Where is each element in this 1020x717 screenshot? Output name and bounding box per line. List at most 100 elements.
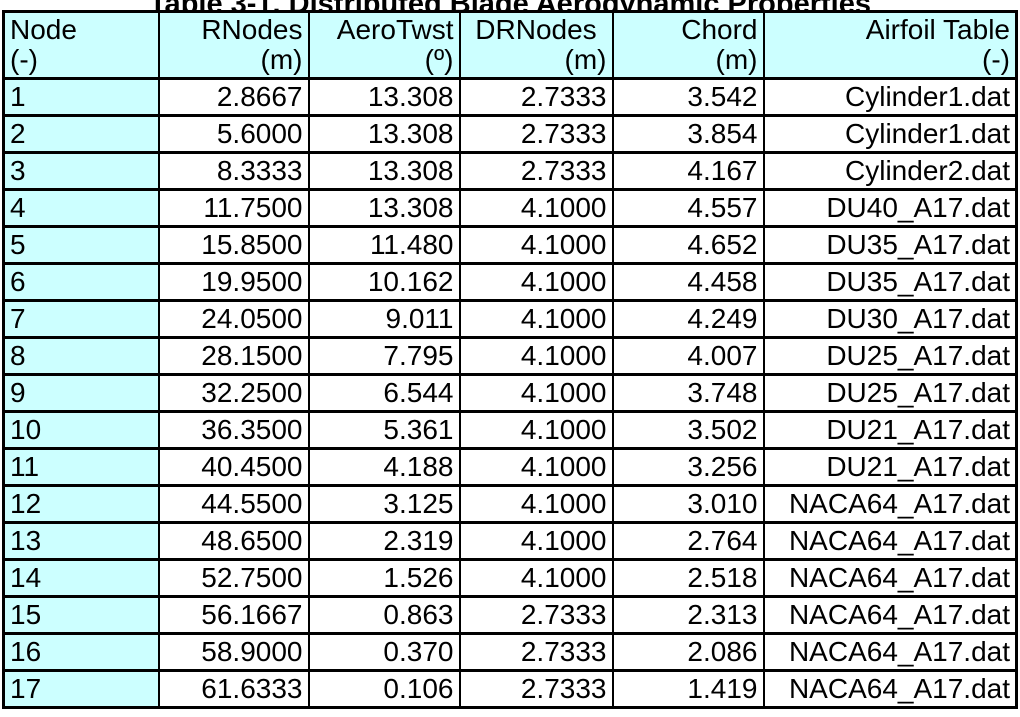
cell-rnodes: 28.1500: [157, 336, 310, 376]
cell-rnodes: 24.0500: [157, 299, 310, 339]
cell-airfoil-table: NACA64_A17.dat: [762, 484, 1018, 524]
cell-airfoil-table: NACA64_A17.dat: [762, 595, 1018, 635]
table-row: 13 48.6500 2.319 4.1000 2.764 NACA64_A17…: [2, 521, 1018, 561]
cell-rnodes: 11.7500: [157, 188, 310, 228]
cell-rnodes: 36.3500: [157, 410, 310, 450]
cell-aerotwst: 3.125: [307, 484, 461, 524]
cell-node: 12: [2, 484, 160, 524]
cell-node: 8: [2, 336, 160, 376]
cell-node: 13: [2, 521, 160, 561]
table-row: 17 61.6333 0.106 2.7333 1.419 NACA64_A17…: [2, 669, 1018, 709]
col-header-chord-unit: (m): [715, 44, 758, 75]
cell-drnodes: 4.1000: [458, 447, 614, 487]
cell-drnodes: 4.1000: [458, 484, 614, 524]
cell-chord: 3.010: [611, 484, 765, 524]
cell-airfoil-table: Cylinder1.dat: [762, 114, 1018, 154]
col-header-node-label: Node: [10, 14, 77, 45]
cell-chord: 4.249: [611, 299, 765, 339]
cell-drnodes: 4.1000: [458, 188, 614, 228]
cell-node: 9: [2, 373, 160, 413]
cell-aerotwst: 13.308: [307, 77, 461, 117]
cell-aerotwst: 1.526: [307, 558, 461, 598]
cell-node: 11: [2, 447, 160, 487]
cell-chord: 4.458: [611, 262, 765, 302]
cell-node: 15: [2, 595, 160, 635]
cell-airfoil-table: Cylinder1.dat: [762, 77, 1018, 117]
cell-node: 7: [2, 299, 160, 339]
col-header-airfoil-table-unit: (-): [982, 44, 1010, 75]
col-header-drnodes: DRNodes (m): [458, 10, 614, 80]
cell-aerotwst: 5.361: [307, 410, 461, 450]
table-row: 9 32.2500 6.544 4.1000 3.748 DU25_A17.da…: [2, 373, 1018, 413]
table-title-clipped: Table 3-1. Distributed Blade Aerodynamic…: [0, 0, 1020, 11]
col-header-chord-label: Chord: [681, 14, 758, 45]
cell-chord: 2.764: [611, 521, 765, 561]
cell-chord: 3.748: [611, 373, 765, 413]
cell-drnodes: 2.7333: [458, 595, 614, 635]
table-body: 1 2.8667 13.308 2.7333 3.542 Cylinder1.d…: [2, 77, 1018, 709]
cell-drnodes: 4.1000: [458, 299, 614, 339]
table-row: 2 5.6000 13.308 2.7333 3.854 Cylinder1.d…: [2, 114, 1018, 154]
col-header-aerotwst-unit: (º): [424, 44, 454, 75]
cell-rnodes: 15.8500: [157, 225, 310, 265]
table-row: 4 11.7500 13.308 4.1000 4.557 DU40_A17.d…: [2, 188, 1018, 228]
table-row: 15 56.1667 0.863 2.7333 2.313 NACA64_A17…: [2, 595, 1018, 635]
cell-drnodes: 4.1000: [458, 410, 614, 450]
cell-chord: 4.652: [611, 225, 765, 265]
table-row: 5 15.8500 11.480 4.1000 4.652 DU35_A17.d…: [2, 225, 1018, 265]
cell-chord: 2.518: [611, 558, 765, 598]
cell-airfoil-table: DU25_A17.dat: [762, 336, 1018, 376]
cell-chord: 4.557: [611, 188, 765, 228]
cell-chord: 3.854: [611, 114, 765, 154]
table-header: Node (-) RNodes (m) AeroTwst (º) DRNodes…: [2, 10, 1018, 80]
cell-rnodes: 5.6000: [157, 114, 310, 154]
cell-aerotwst: 0.863: [307, 595, 461, 635]
header-row: Node (-) RNodes (m) AeroTwst (º) DRNodes…: [2, 10, 1018, 80]
cell-rnodes: 58.9000: [157, 632, 310, 672]
cell-airfoil-table: DU35_A17.dat: [762, 225, 1018, 265]
col-header-rnodes-label: RNodes: [201, 14, 303, 45]
cell-node: 4: [2, 188, 160, 228]
cell-chord: 3.256: [611, 447, 765, 487]
cell-drnodes: 4.1000: [458, 336, 614, 376]
cell-node: 6: [2, 262, 160, 302]
cell-node: 2: [2, 114, 160, 154]
col-header-aerotwst: AeroTwst (º): [307, 10, 461, 80]
cell-aerotwst: 10.162: [307, 262, 461, 302]
cell-rnodes: 40.4500: [157, 447, 310, 487]
cell-rnodes: 52.7500: [157, 558, 310, 598]
cell-aerotwst: 11.480: [307, 225, 461, 265]
cell-aerotwst: 13.308: [307, 114, 461, 154]
cell-drnodes: 4.1000: [458, 521, 614, 561]
cell-airfoil-table: DU25_A17.dat: [762, 373, 1018, 413]
cell-drnodes: 4.1000: [458, 373, 614, 413]
cell-drnodes: 4.1000: [458, 262, 614, 302]
cell-rnodes: 44.5500: [157, 484, 310, 524]
col-header-rnodes-unit: (m): [260, 44, 303, 75]
cell-drnodes: 2.7333: [458, 114, 614, 154]
cell-node: 3: [2, 151, 160, 191]
cell-aerotwst: 7.795: [307, 336, 461, 376]
cell-drnodes: 2.7333: [458, 151, 614, 191]
table-row: 10 36.3500 5.361 4.1000 3.502 DU21_A17.d…: [2, 410, 1018, 450]
cell-aerotwst: 13.308: [307, 151, 461, 191]
cell-rnodes: 8.3333: [157, 151, 310, 191]
cell-airfoil-table: NACA64_A17.dat: [762, 669, 1018, 709]
col-header-node-unit: (-): [10, 44, 38, 75]
table-row: 11 40.4500 4.188 4.1000 3.256 DU21_A17.d…: [2, 447, 1018, 487]
cell-node: 14: [2, 558, 160, 598]
col-header-chord: Chord (m): [611, 10, 765, 80]
cell-chord: 2.313: [611, 595, 765, 635]
cell-airfoil-table: NACA64_A17.dat: [762, 521, 1018, 561]
table-row: 16 58.9000 0.370 2.7333 2.086 NACA64_A17…: [2, 632, 1018, 672]
aero-properties-table: Node (-) RNodes (m) AeroTwst (º) DRNodes…: [2, 10, 1018, 709]
cell-aerotwst: 2.319: [307, 521, 461, 561]
cell-airfoil-table: Cylinder2.dat: [762, 151, 1018, 191]
cell-aerotwst: 9.011: [307, 299, 461, 339]
col-header-drnodes-unit: (m): [564, 44, 607, 75]
cell-node: 16: [2, 632, 160, 672]
cell-rnodes: 56.1667: [157, 595, 310, 635]
cell-rnodes: 61.6333: [157, 669, 310, 709]
cell-rnodes: 32.2500: [157, 373, 310, 413]
